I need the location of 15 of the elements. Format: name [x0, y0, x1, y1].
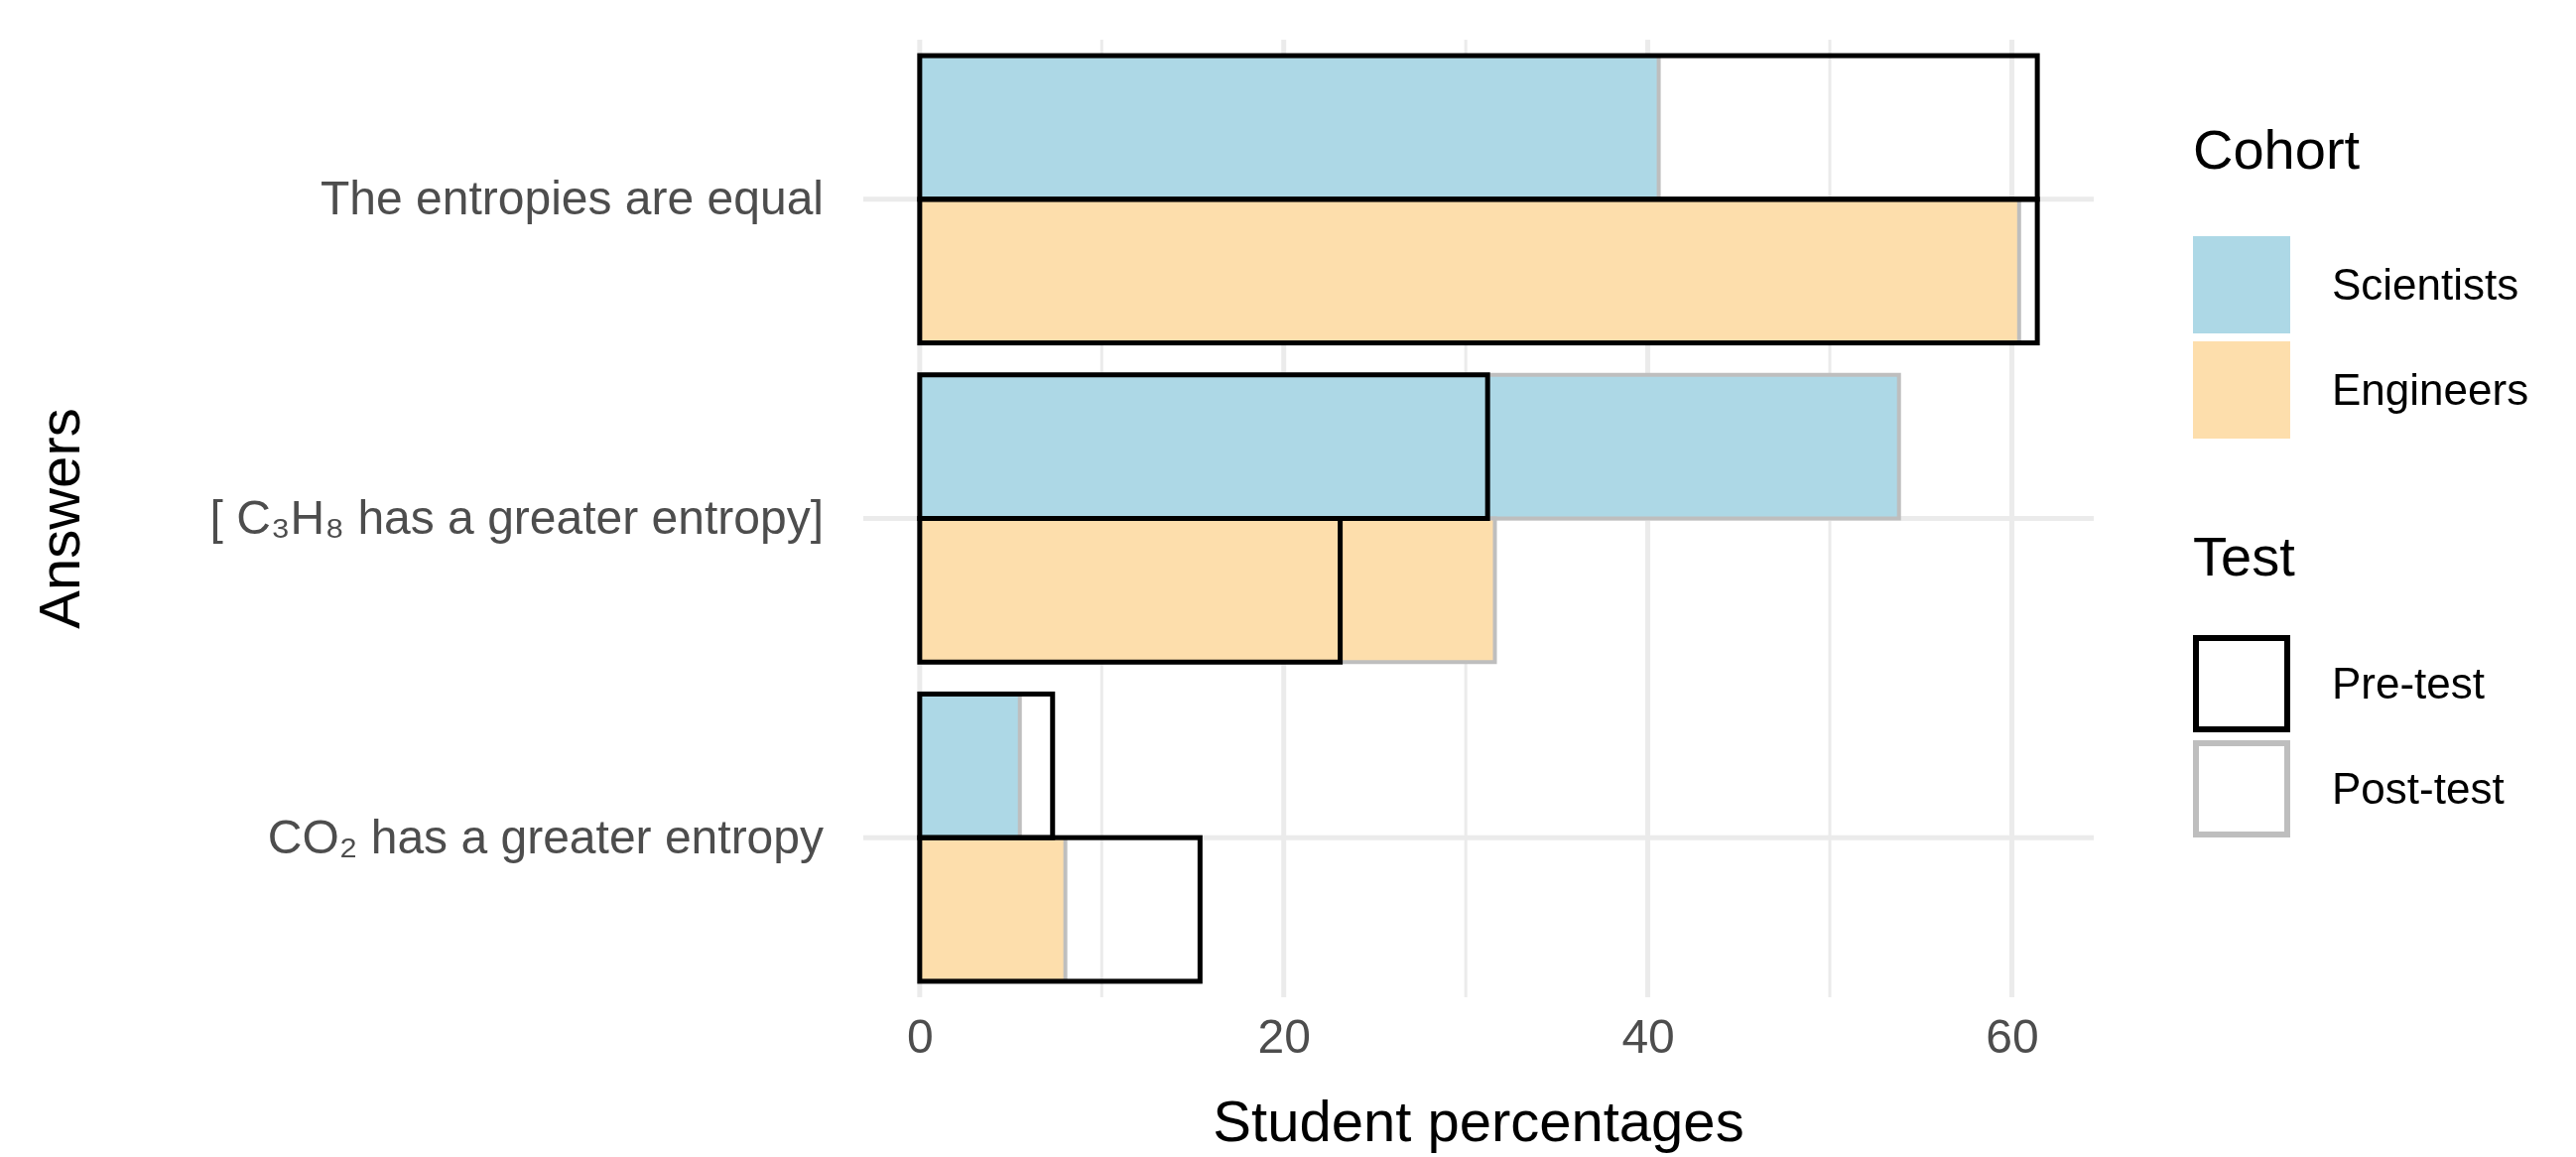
text: Test	[2193, 525, 2296, 587]
text: Post-test	[2332, 764, 2505, 813]
legend-label: Engineers	[2332, 365, 2529, 414]
legend-label: Pre-test	[2332, 659, 2486, 707]
x-axis-title: Student percentages	[1213, 1089, 1744, 1153]
y-axis-title: Answers	[27, 408, 91, 629]
y-tick-label: The entropies are equal	[321, 172, 824, 225]
x-tick-label: 60	[1986, 1010, 2039, 1064]
legend-label: Scientists	[2332, 260, 2519, 309]
x-tick-label: 0	[907, 1010, 934, 1064]
y-tick-label: [ C₃H₈ has a greater entropy]	[209, 490, 824, 544]
x-tick-label: 20	[1257, 1010, 1311, 1064]
y-tick-label: CO₂ has a greater entropy	[267, 810, 824, 863]
legend-title: Cohort	[2193, 118, 2361, 181]
x-tick-label: 40	[1621, 1010, 1675, 1064]
